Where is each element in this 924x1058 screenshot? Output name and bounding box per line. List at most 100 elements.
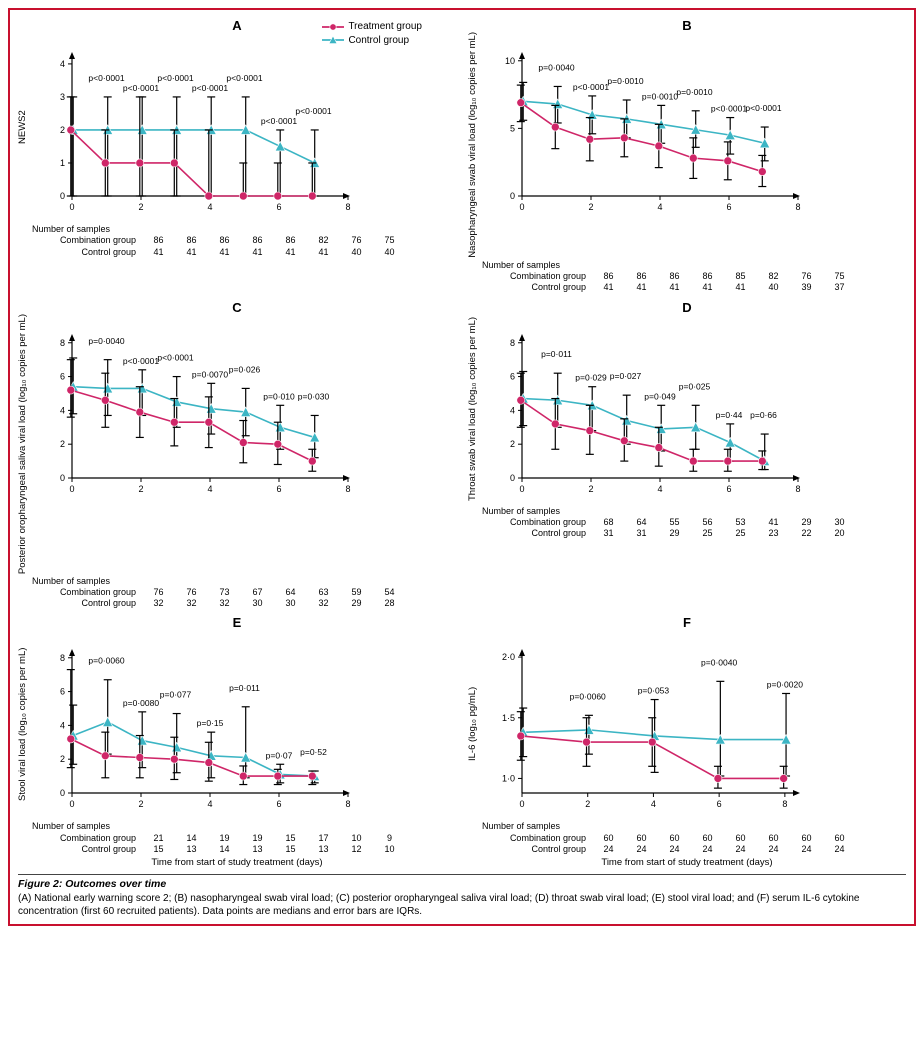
svg-text:6: 6 [60, 687, 65, 697]
p-value-label: p=0·0080 [123, 698, 159, 708]
cell: 37 [823, 282, 856, 293]
cell: 15 [274, 833, 307, 844]
p-value-label: p=0·0060 [570, 692, 606, 702]
p-value-label: p=0·011 [541, 349, 572, 359]
cell: 10 [373, 844, 406, 855]
svg-text:8: 8 [795, 202, 800, 212]
svg-text:2: 2 [588, 484, 593, 494]
sample-counts: Number of samplesCombination group606060… [482, 821, 908, 855]
cell: 76 [175, 587, 208, 598]
cell: 10 [340, 833, 373, 844]
cell: 53 [724, 517, 757, 528]
y-axis-label: Posterior oropharyngeal saliva viral loa… [16, 314, 30, 574]
p-value-label: p=0·077 [160, 690, 192, 700]
cell: 75 [373, 235, 406, 246]
cell: 41 [175, 247, 208, 258]
panel-E: EStool viral load (log₁₀ copies per mL)0… [16, 613, 458, 868]
cell: 24 [691, 844, 724, 855]
chart-C: 0246802468p=0·0040p<0·0001p<0·0001p=0·00… [30, 314, 360, 504]
cell: 86 [142, 235, 175, 246]
svg-text:4: 4 [60, 405, 65, 415]
p-value-label: p<0·0001 [157, 352, 193, 362]
cell: 19 [208, 833, 241, 844]
svg-text:2: 2 [138, 202, 143, 212]
cell: 60 [790, 833, 823, 844]
svg-text:8: 8 [60, 337, 65, 347]
cell: 30 [274, 598, 307, 609]
cell: 55 [658, 517, 691, 528]
cell: 15 [142, 844, 175, 855]
chart-F: 1·01·52·002468p=0·0060p=0·053p=0·0040p=0… [480, 629, 810, 819]
cell: 82 [307, 235, 340, 246]
p-value-label: p=0·053 [638, 686, 670, 696]
svg-text:6: 6 [717, 799, 722, 809]
p-value-label: p<0·0001 [226, 73, 262, 83]
svg-text:0: 0 [69, 202, 74, 212]
cell: 41 [724, 282, 757, 293]
cell: 31 [592, 528, 625, 539]
svg-text:2: 2 [588, 202, 593, 212]
svg-text:8: 8 [795, 484, 800, 494]
svg-text:4: 4 [657, 484, 662, 494]
y-axis-label: Nasopharyngeal swab viral load (log₁₀ co… [466, 32, 480, 258]
cell: 25 [691, 528, 724, 539]
row-label: Combination group [32, 833, 142, 844]
p-value-label: p<0·0001 [123, 355, 159, 365]
chart-B: 051002468p=0·0040p<0·0001p=0·0010p=0·001… [480, 32, 810, 222]
svg-text:6: 6 [276, 799, 281, 809]
cell: 86 [241, 235, 274, 246]
svg-text:1: 1 [60, 158, 65, 168]
cell: 60 [724, 833, 757, 844]
cell: 63 [307, 587, 340, 598]
chart-D: 0246802468p=0·011p=0·029p=0·027p=0·049p=… [480, 314, 810, 504]
svg-text:8: 8 [510, 337, 515, 347]
row-label: Control group [482, 528, 592, 539]
svg-text:0: 0 [519, 202, 524, 212]
p-value-label: p<0·0001 [573, 82, 609, 92]
row-label: Combination group [32, 587, 142, 598]
cell: 67 [241, 587, 274, 598]
svg-text:4: 4 [207, 484, 212, 494]
svg-text:2: 2 [138, 799, 143, 809]
cell: 41 [625, 282, 658, 293]
svg-text:6: 6 [60, 371, 65, 381]
cell: 40 [757, 282, 790, 293]
cell: 60 [658, 833, 691, 844]
cell: 23 [757, 528, 790, 539]
cell: 41 [691, 282, 724, 293]
cell: 12 [340, 844, 373, 855]
p-value-label: p<0·0001 [192, 83, 228, 93]
svg-text:0: 0 [510, 191, 515, 201]
p-value-label: p=0·0060 [88, 656, 124, 666]
p-value-label: p=0·0010 [607, 76, 643, 86]
cell: 82 [757, 271, 790, 282]
p-value-label: p=0·52 [300, 747, 327, 757]
svg-text:3: 3 [60, 92, 65, 102]
panel-letter: F [683, 615, 691, 630]
cell: 86 [592, 271, 625, 282]
p-value-label: p=0·44 [716, 409, 743, 419]
p-value-label: p=0·0070 [192, 369, 228, 379]
svg-text:8: 8 [345, 202, 350, 212]
cell: 30 [241, 598, 274, 609]
svg-text:8: 8 [782, 799, 787, 809]
sample-counts: Number of samplesCombination group767673… [32, 576, 458, 610]
cell: 29 [658, 528, 691, 539]
cell: 41 [307, 247, 340, 258]
svg-text:8: 8 [345, 799, 350, 809]
cell: 13 [307, 844, 340, 855]
cell: 19 [241, 833, 274, 844]
y-axis-label: Stool viral load (log₁₀ copies per mL) [16, 629, 30, 819]
table-row: Combination group8686868685827675 [482, 271, 908, 282]
table-row: Combination group211419191517109 [32, 833, 458, 844]
svg-text:0: 0 [60, 788, 65, 798]
svg-text:6: 6 [726, 484, 731, 494]
panel-letter: D [682, 300, 691, 315]
cell: 86 [658, 271, 691, 282]
row-label: Control group [32, 598, 142, 609]
cell: 24 [625, 844, 658, 855]
chart-A: 0123402468p<0·0001p<0·0001p<0·0001p<0·00… [30, 32, 360, 222]
p-value-label: p=0·15 [197, 718, 224, 728]
row-label: Control group [32, 844, 142, 855]
cell: 86 [274, 235, 307, 246]
